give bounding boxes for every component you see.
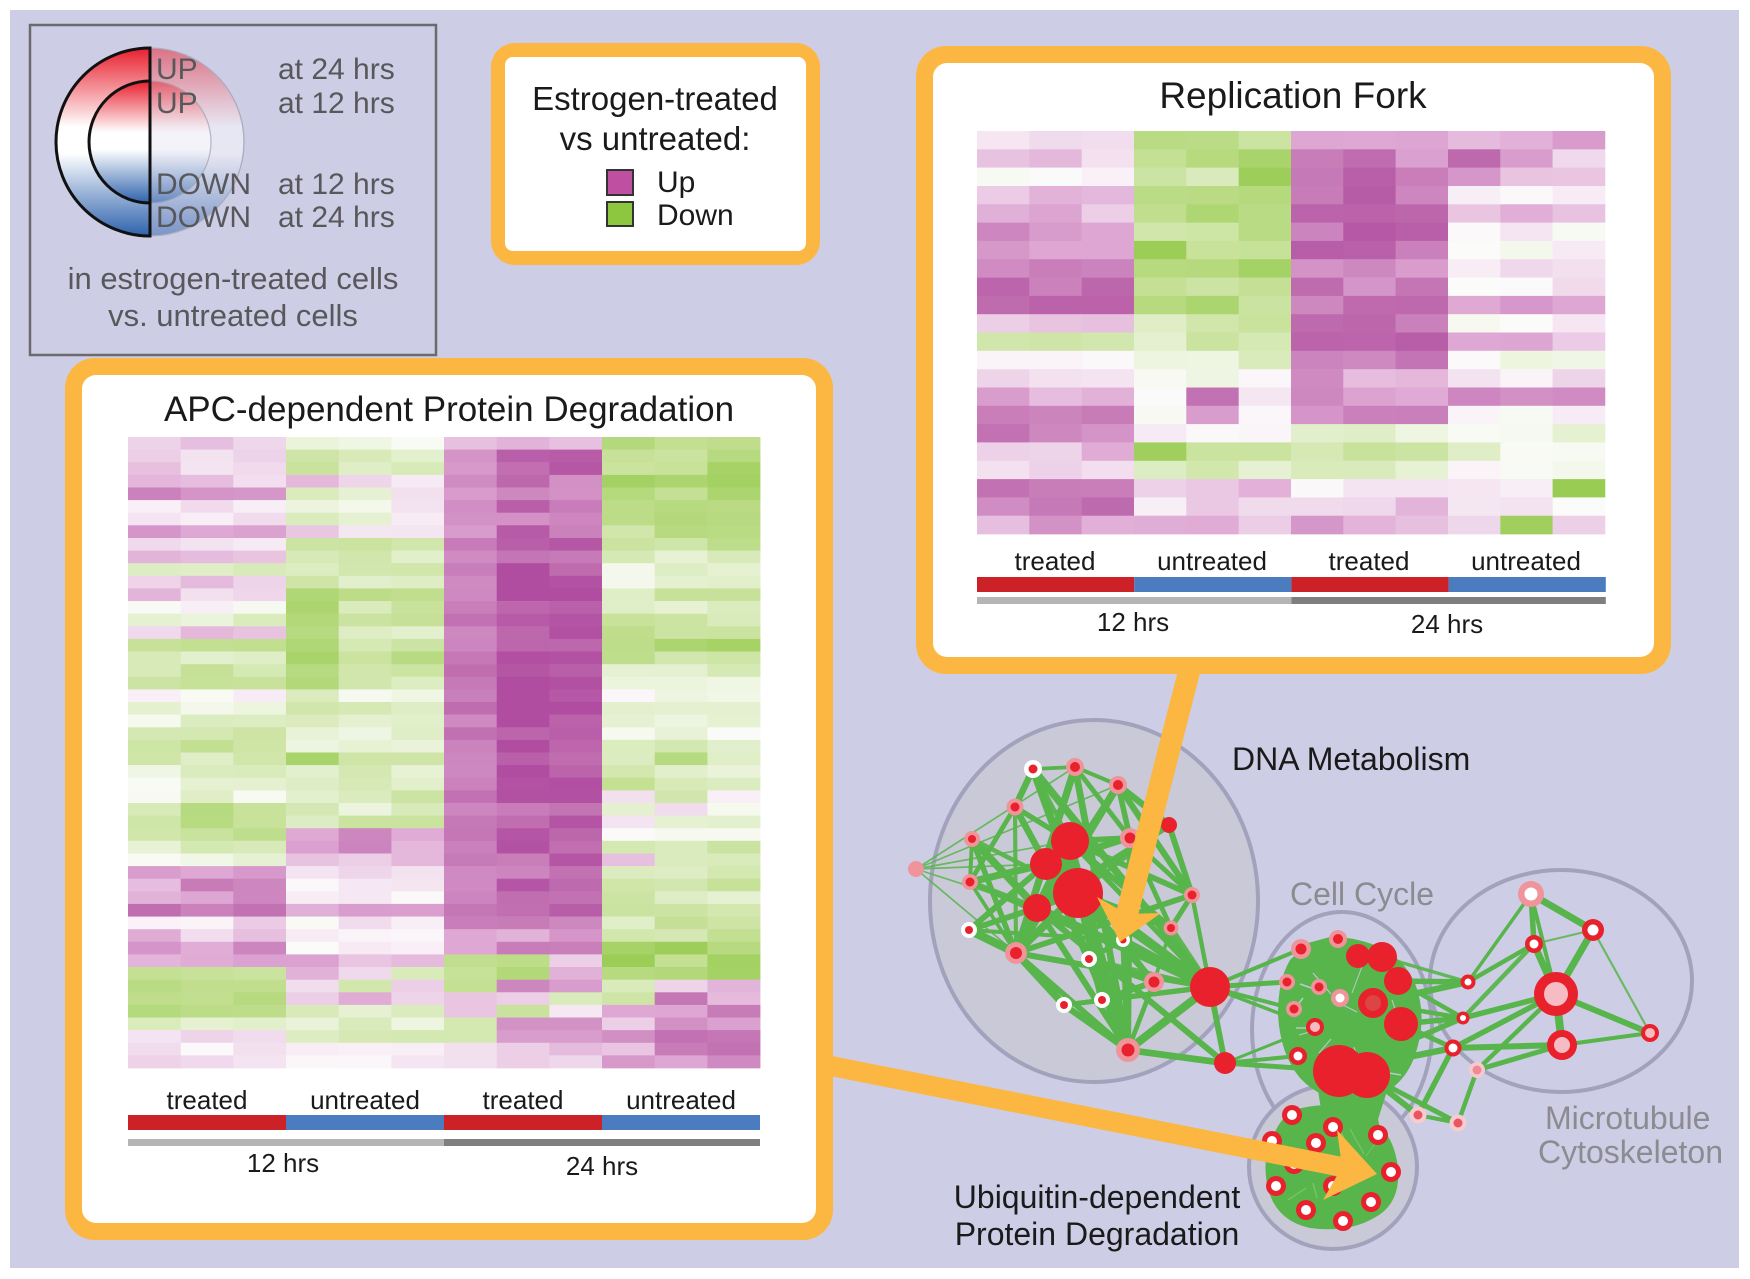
svg-text:untreated: untreated	[1157, 546, 1267, 576]
svg-text:Cytoskeleton: Cytoskeleton	[1538, 1134, 1723, 1170]
svg-text:untreated: untreated	[310, 1085, 420, 1115]
svg-text:untreated: untreated	[626, 1085, 736, 1115]
svg-text:DOWN: DOWN	[156, 168, 251, 201]
svg-text:24 hrs: 24 hrs	[566, 1151, 638, 1181]
svg-text:APC-dependent Protein Degradat: APC-dependent Protein Degradation	[164, 390, 734, 429]
svg-text:12 hrs: 12 hrs	[247, 1148, 319, 1178]
svg-text:Microtubule: Microtubule	[1545, 1100, 1710, 1136]
svg-text:treated: treated	[1015, 546, 1096, 576]
svg-text:Protein Degradation: Protein Degradation	[955, 1216, 1240, 1252]
svg-text:24 hrs: 24 hrs	[1411, 609, 1483, 639]
svg-text:12 hrs: 12 hrs	[1097, 607, 1169, 637]
svg-text:Ubiquitin-dependent: Ubiquitin-dependent	[954, 1179, 1241, 1215]
svg-text:at 12 hrs: at 12 hrs	[278, 168, 395, 201]
svg-text:Up: Up	[657, 166, 695, 199]
svg-text:UP: UP	[156, 53, 198, 86]
svg-text:Down: Down	[657, 199, 734, 232]
svg-text:Estrogen-treated: Estrogen-treated	[532, 80, 778, 117]
svg-text:DOWN: DOWN	[156, 201, 251, 234]
svg-text:at 24 hrs: at 24 hrs	[278, 53, 395, 86]
svg-text:DNA Metabolism: DNA Metabolism	[1232, 741, 1470, 777]
svg-text:vs untreated:: vs untreated:	[560, 120, 751, 157]
svg-text:treated: treated	[167, 1085, 248, 1115]
svg-text:in estrogen-treated cells: in estrogen-treated cells	[68, 261, 399, 296]
svg-text:Replication Fork: Replication Fork	[1159, 75, 1427, 116]
svg-text:treated: treated	[483, 1085, 564, 1115]
svg-text:Cell Cycle: Cell Cycle	[1290, 876, 1434, 912]
svg-text:treated: treated	[1329, 546, 1410, 576]
svg-text:UP: UP	[156, 87, 198, 120]
svg-text:vs. untreated cells: vs. untreated cells	[108, 298, 358, 333]
svg-text:untreated: untreated	[1471, 546, 1581, 576]
svg-text:at 12 hrs: at 12 hrs	[278, 87, 395, 120]
svg-text:at 24 hrs: at 24 hrs	[278, 201, 395, 234]
